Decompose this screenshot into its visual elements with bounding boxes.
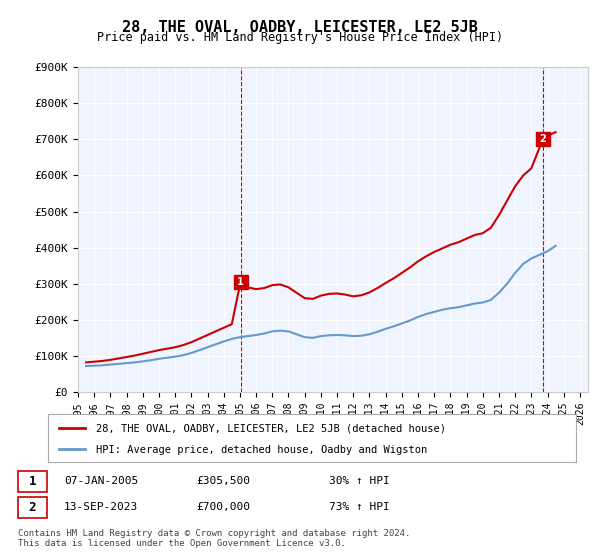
Text: 28, THE OVAL, OADBY, LEICESTER, LE2 5JB (detached house): 28, THE OVAL, OADBY, LEICESTER, LE2 5JB …: [95, 424, 446, 433]
Text: 1: 1: [28, 475, 36, 488]
Text: 73% ↑ HPI: 73% ↑ HPI: [329, 502, 389, 512]
Text: Contains HM Land Registry data © Crown copyright and database right 2024.: Contains HM Land Registry data © Crown c…: [18, 529, 410, 538]
FancyBboxPatch shape: [18, 497, 47, 517]
Text: 1: 1: [237, 277, 244, 287]
Text: 13-SEP-2023: 13-SEP-2023: [64, 502, 138, 512]
Text: Price paid vs. HM Land Registry's House Price Index (HPI): Price paid vs. HM Land Registry's House …: [97, 31, 503, 44]
Text: 2: 2: [28, 501, 36, 514]
Text: HPI: Average price, detached house, Oadby and Wigston: HPI: Average price, detached house, Oadb…: [95, 445, 427, 455]
Text: This data is licensed under the Open Government Licence v3.0.: This data is licensed under the Open Gov…: [18, 539, 346, 548]
Text: 28, THE OVAL, OADBY, LEICESTER, LE2 5JB: 28, THE OVAL, OADBY, LEICESTER, LE2 5JB: [122, 20, 478, 35]
Text: 30% ↑ HPI: 30% ↑ HPI: [329, 476, 389, 486]
Text: £305,500: £305,500: [196, 476, 250, 486]
Text: 2: 2: [539, 134, 546, 144]
FancyBboxPatch shape: [18, 470, 47, 492]
Text: £700,000: £700,000: [196, 502, 250, 512]
Text: 07-JAN-2005: 07-JAN-2005: [64, 476, 138, 486]
